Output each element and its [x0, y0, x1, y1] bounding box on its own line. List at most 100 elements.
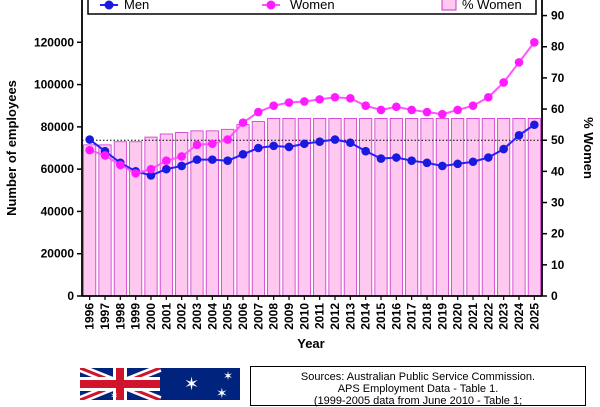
percent-women-bar [527, 118, 541, 297]
y-left-tick-label: 40000 [41, 204, 75, 218]
women-data-point [162, 156, 171, 165]
y-right-tick-label: 60 [551, 102, 565, 116]
star-icon: ✶ [184, 374, 199, 395]
men-data-point [438, 161, 447, 171]
percent-women-bar [221, 128, 235, 297]
men-data-point [453, 159, 462, 169]
percent-women-bar [466, 118, 480, 297]
y-right-tick-label: 40 [551, 164, 565, 178]
y-left-tick-label: 0 [67, 289, 74, 303]
y-left-tick-label: 20000 [41, 247, 75, 261]
men-data-point [468, 157, 478, 167]
men-data-point [177, 161, 186, 171]
legend-women-marker [266, 0, 276, 10]
percent-women-bar [83, 144, 97, 297]
tick-labels: 0 20000 40000 60000 80000 100000 120000 0 10 20 30… [34, 9, 565, 330]
star-icon: ✶ [223, 369, 233, 383]
percent-women-bar [405, 118, 419, 297]
women-data-point [484, 92, 493, 102]
star-icon: ✶ [110, 391, 118, 400]
x-tick-label: 2003 [190, 303, 204, 330]
x-tick-label: 2001 [159, 303, 173, 330]
y-left-tick-label: 120000 [34, 35, 74, 49]
women-data-point [315, 95, 324, 104]
legend-men-label: Men [124, 0, 149, 12]
source-note: Sources: Australian Public Service Commi… [250, 366, 586, 407]
men-data-point [269, 141, 278, 151]
percent-women-bar [512, 118, 526, 297]
series-lines [85, 37, 539, 180]
y-left-tick-label: 100000 [34, 78, 74, 92]
legend-men-marker [104, 0, 114, 10]
women-data-point [438, 109, 447, 119]
legend: Men Women % Women [87, 0, 537, 15]
legend-frame [87, 0, 537, 15]
x-tick-label: 2014 [359, 303, 373, 330]
women-data-point [238, 118, 248, 127]
x-tick-label: 2025 [527, 303, 541, 330]
men-data-point [300, 139, 309, 149]
women-data-point [407, 105, 416, 115]
x-tick-label: 1996 [83, 303, 97, 330]
men-data-point [376, 154, 386, 163]
x-tick-label: 1999 [129, 303, 143, 330]
y-right-tick-label: 30 [551, 196, 565, 210]
men-data-point [499, 144, 508, 154]
women-data-point [453, 105, 462, 115]
women-data-point [223, 135, 232, 144]
women-data-point [376, 105, 386, 115]
women-data-point [361, 101, 370, 111]
australian-flag-icon: ✶ ✶ ✶ ✶ [80, 368, 240, 400]
women-data-point [85, 145, 94, 155]
men-data-point [392, 153, 401, 162]
percent-women-bar [359, 118, 373, 297]
men-data-point [162, 164, 171, 174]
women-data-point [254, 107, 263, 117]
union-jack [80, 368, 162, 400]
legend-percent-women-label: % Women [462, 0, 522, 12]
y-right-tick-label: 20 [551, 227, 565, 241]
y-right-tick-label: 0 [551, 289, 558, 303]
percent-women-bars [83, 118, 541, 297]
men-data-point [514, 131, 524, 140]
x-tick-label: 2019 [435, 303, 449, 330]
x-tick-label: 2017 [405, 303, 419, 330]
x-tick-label: 2011 [313, 303, 327, 329]
x-tick-label: 2009 [282, 303, 296, 330]
percent-women-bar [328, 118, 342, 297]
x-tick-label: 2006 [236, 303, 250, 330]
x-tick-label: 2013 [343, 303, 357, 330]
percent-women-bar [420, 118, 434, 297]
women-data-point [100, 151, 110, 160]
percent-women-bar [144, 136, 158, 297]
men-data-point [223, 156, 232, 165]
source-line-1: Sources: Australian Public Service Commi… [300, 371, 536, 383]
y-right-tick-label: 70 [551, 71, 565, 85]
combo-chart: 0 20000 40000 60000 80000 100000 120000 0 10 20 30… [4, 0, 596, 351]
x-tick-label: 2020 [451, 303, 465, 330]
men-data-point [254, 143, 263, 153]
y-right-tick-label: 90 [551, 9, 565, 23]
x-tick-label: 2015 [374, 303, 388, 330]
x-tick-label: 2002 [175, 303, 189, 330]
women-data-point [269, 101, 278, 111]
men-data-point [484, 153, 493, 162]
percent-women-bar [481, 118, 495, 297]
axes [77, 0, 547, 300]
y-right-tick-label: 10 [551, 258, 565, 272]
women-data-point [208, 139, 217, 149]
women-data-point [514, 58, 524, 67]
men-data-point [330, 135, 340, 144]
men-data-point [361, 146, 370, 156]
x-tick-label: 2012 [328, 303, 342, 330]
source-line-3: (1999-2005 data from June 2010 - Table 1… [313, 395, 523, 407]
x-tick-label: 1997 [98, 303, 112, 330]
men-data-point [85, 135, 94, 144]
men-data-point [208, 155, 217, 164]
x-tick-label: 2016 [389, 303, 403, 330]
women-data-point [300, 97, 309, 106]
x-tick-label: 2007 [251, 303, 265, 330]
men-data-point [238, 150, 248, 159]
star-icon: ✶ [216, 386, 228, 400]
percent-women-bar [435, 118, 449, 297]
